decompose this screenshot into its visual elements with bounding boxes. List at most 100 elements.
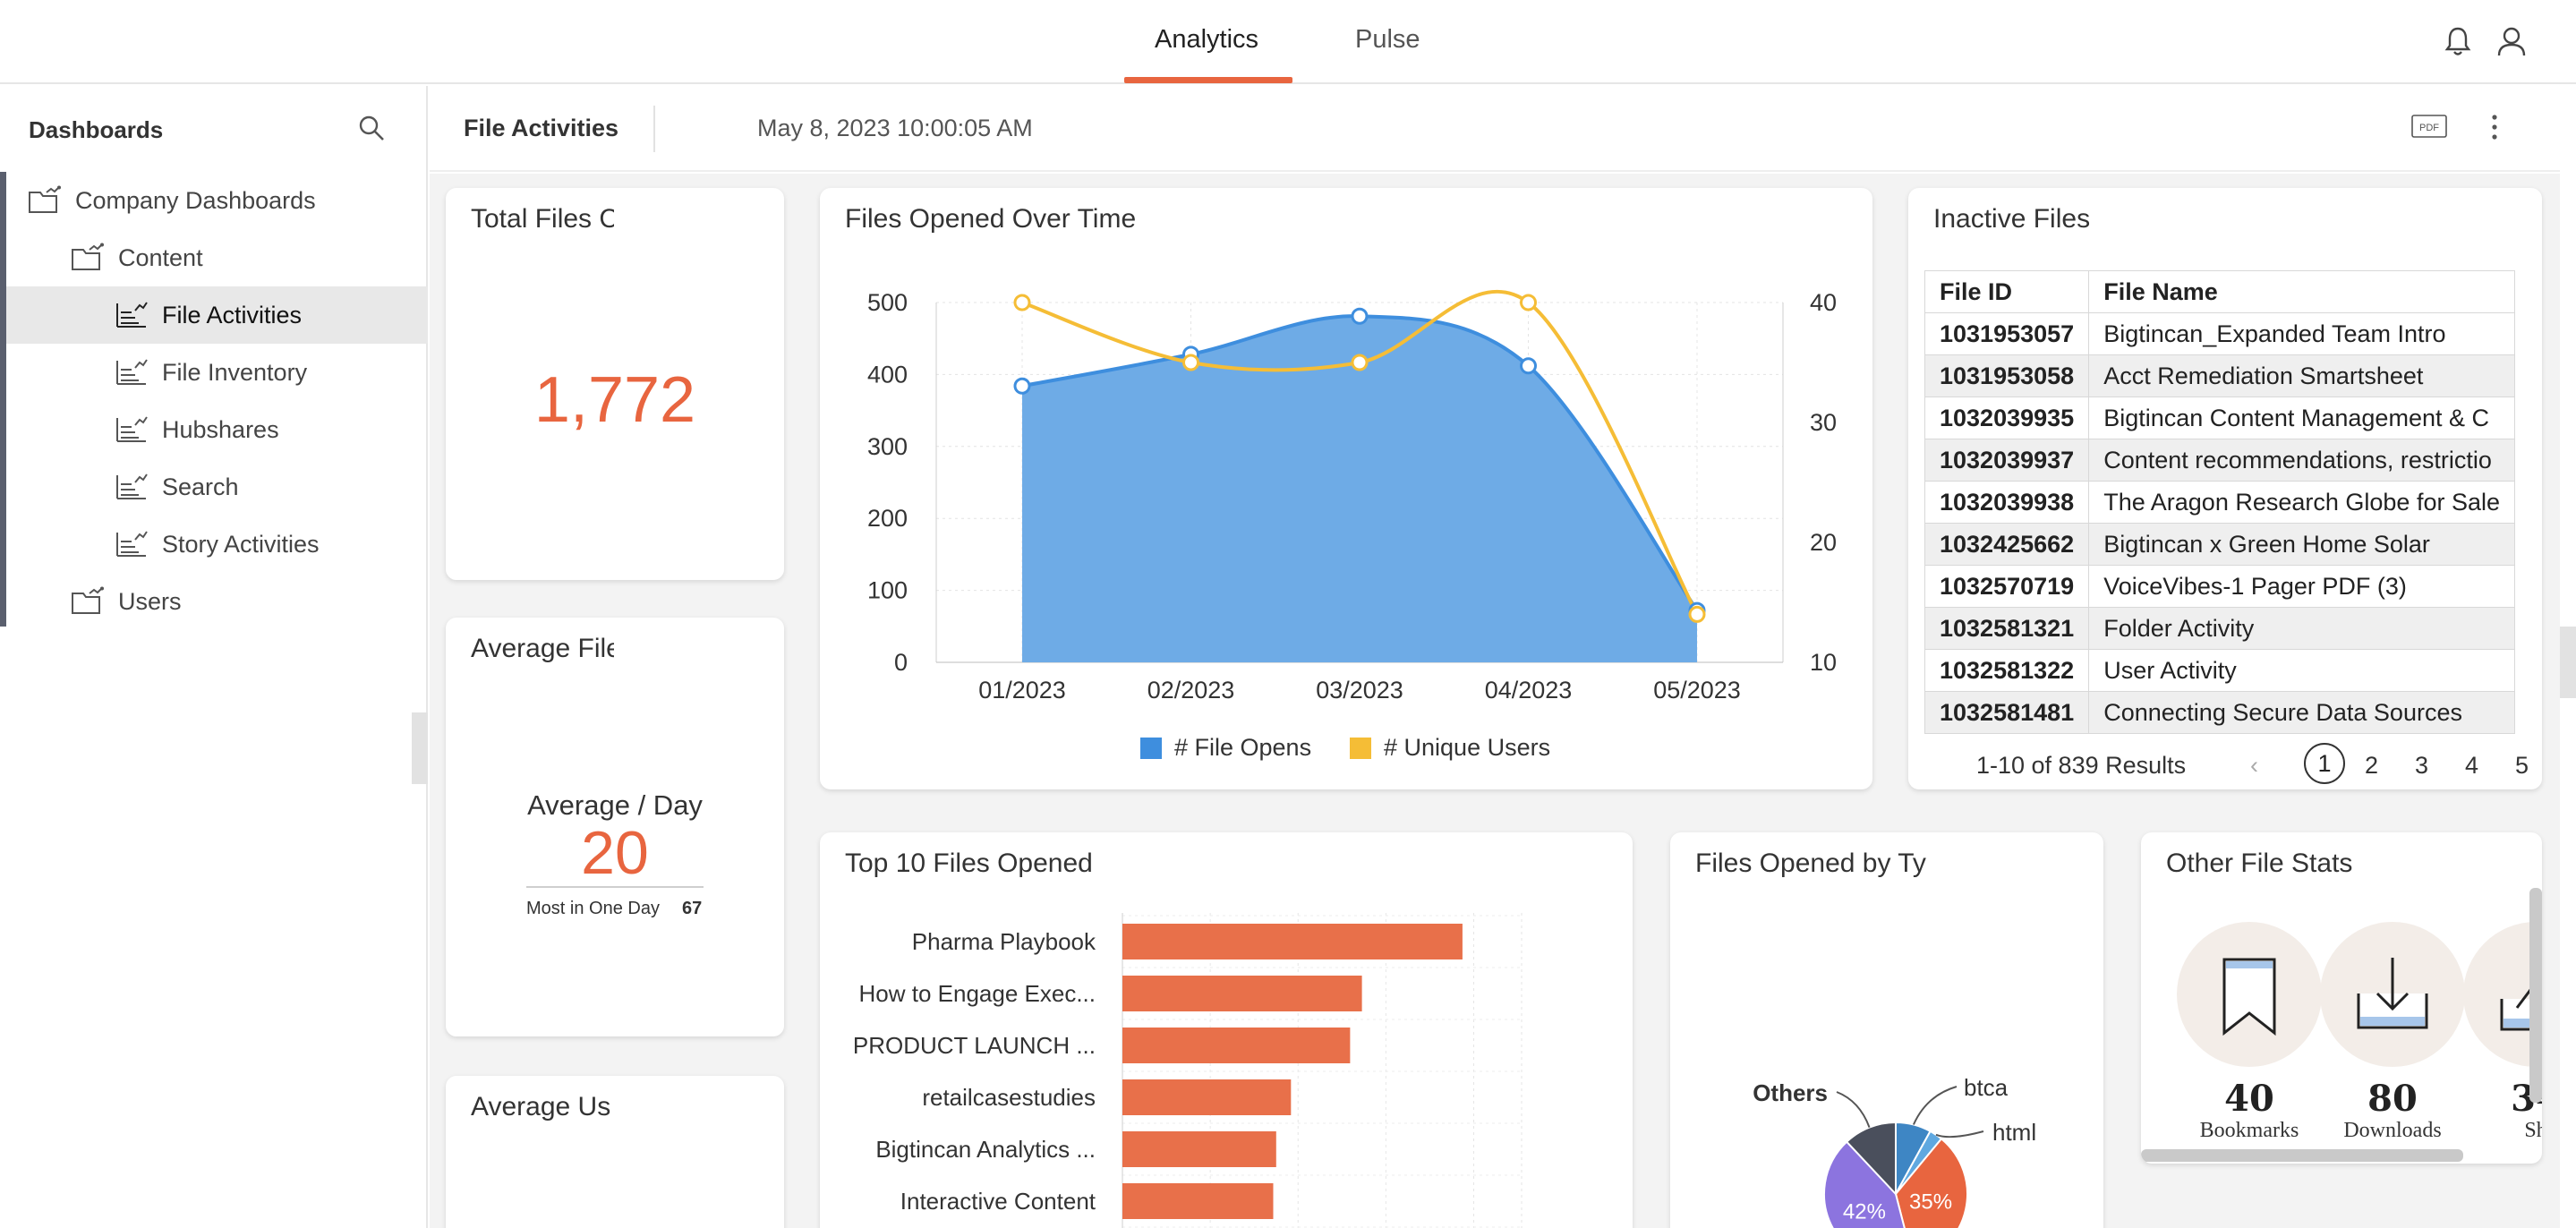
active-tab-indicator [1124,77,1292,83]
file-id-cell: 1032581481 [1923,691,2090,734]
average-files-card[interactable]: Average File Average / Day 20 Most in On… [446,618,784,1036]
pie-percent-label: 35% [1909,1190,1952,1215]
vertical-scrollbar[interactable] [2529,888,2542,1103]
total-files-value: 1,772 [533,364,696,436]
file-name-cell: The Aragon Research Globe for Sale [2088,481,2515,524]
sidebar-item-label: File Inventory [162,358,308,386]
more-options-icon[interactable] [2488,111,2501,143]
bar-category-label: How to Engage Exec... [859,980,1096,1007]
folder-chart-icon [72,243,104,270]
file-name-cell: Content recommendations, restrictio [2088,439,2515,482]
table-row[interactable]: 1032039938 The Aragon Research Globe for … [1923,481,2515,524]
other-file-stats-card[interactable]: Other File Stats 40 Bookmarks 80 [2141,832,2542,1164]
bar [1122,1028,1351,1063]
bookmarks-label: Bookmarks [2199,1119,2299,1142]
column-header-file-name[interactable]: File Name [2088,270,2515,313]
pie-leader-line [1912,1086,1958,1125]
sidebar-item-label: Content [118,243,203,271]
unique-users-point [1688,605,1706,623]
page-1-button[interactable]: 1 [2304,743,2345,784]
card-title: Other File Stats [2166,849,2353,878]
results-count: 1-10 of 839 Results [1976,752,2187,779]
inactive-files-card[interactable]: Inactive Files File ID File Name 1031953… [1908,188,2542,789]
sidebar-item-story-activities[interactable]: Story Activities [114,516,421,573]
x-tick-label: 02/2023 [1147,677,1235,704]
pie-leader-line [1836,1091,1871,1128]
legend-label-unique-users: # Unique Users [1384,734,1550,761]
sidebar: Dashboards Company Dashboards Content F [0,86,428,1228]
search-icon[interactable] [356,113,387,143]
card-title: Inactive Files [1933,204,2091,234]
unique-users-point [1351,354,1369,371]
sidebar-item-label: Company Dashboards [75,186,316,214]
file-name-cell: VoiceVibes-1 Pager PDF (3) [2088,565,2515,608]
page-5-button[interactable]: 5 [2515,752,2529,779]
user-icon[interactable] [2494,23,2529,59]
bar-category-label: Pharma Playbook [912,928,1096,955]
column-header-file-id[interactable]: File ID [1923,270,2090,313]
files-by-type-card[interactable]: Files Opened by Ty 35% 42% btca html Others [1670,832,2103,1228]
downloads-stat-circle [2320,922,2465,1067]
bar [1122,1131,1276,1167]
table-row[interactable]: 1032425662 Bigtincan x Green Home Solar [1923,523,2515,566]
y-right-tick-label: 40 [1810,289,1837,316]
pie-label: html [1992,1119,2036,1146]
x-tick-label: 05/2023 [1653,677,1741,704]
pdf-icon[interactable]: PDF [2411,113,2447,140]
file-id-cell: 1032039935 [1923,397,2090,439]
file-name-cell: Bigtincan Content Management & C [2088,397,2515,439]
table-row[interactable]: 1031953057 Bigtincan_Expanded Team Intro [1923,312,2515,355]
file-id-cell: 1031953057 [1923,312,2090,355]
prev-page-button[interactable]: ‹ [2250,752,2258,779]
table-row[interactable]: 1032039937 Content recommendations, restr… [1923,439,2515,482]
page-2-button[interactable]: 2 [2365,752,2379,779]
unique-users-point [1520,294,1537,311]
pie-percent-label: 42% [1843,1199,1886,1224]
average-subtitle: Average / Day [527,789,703,821]
table-row[interactable]: 1032581321 Folder Activity [1923,607,2515,650]
table-row[interactable]: 1032581481 Connecting Secure Data Sources [1923,691,2515,734]
table-row[interactable]: 1032039935 Bigtincan Content Management &… [1923,397,2515,439]
files-over-time-card[interactable]: Files Opened Over Time 0 100 200 300 400 500 1… [820,188,1872,789]
horizontal-scrollbar[interactable] [2141,1149,2463,1162]
sidebar-item-file-activities[interactable]: File Activities [6,286,428,344]
file-opens-area [1022,316,1697,662]
file-name-cell: Folder Activity [2088,607,2515,650]
y-left-tick-label: 200 [867,505,908,532]
y-right-tick-label: 20 [1810,529,1837,556]
file-name-cell: Bigtincan_Expanded Team Intro [2088,312,2515,355]
right-panel-handle[interactable] [2560,627,2576,698]
file-id-cell: 1032581322 [1923,649,2090,692]
sidebar-item-company-dashboards[interactable]: Company Dashboards [27,172,421,229]
y-left-tick-label: 500 [867,289,908,316]
average-value: 20 [581,819,649,887]
sidebar-item-file-inventory[interactable]: File Inventory [114,344,421,401]
page-3-button[interactable]: 3 [2415,752,2429,779]
unique-users-line [1021,289,1699,616]
pie-label: Others [1753,1079,1828,1106]
file-id-cell: 1032039937 [1923,439,2090,482]
report-icon [116,531,148,557]
y-left-tick-label: 400 [867,361,908,388]
table-row[interactable]: 1032581322 User Activity [1923,649,2515,692]
total-files-card[interactable]: Total Files C 1,772 [446,188,784,580]
sidebar-item-users[interactable]: Users [70,573,421,630]
x-tick-label: 04/2023 [1485,677,1573,704]
bar-category-label: retailcasestudies [922,1084,1096,1111]
tab-analytics[interactable]: Analytics [1155,25,1259,54]
sidebar-item-search[interactable]: Search [114,458,421,516]
dashboard-title: File Activities [464,115,619,141]
top-files-card[interactable]: Top 10 Files Opened Pharma Playbook How t… [820,832,1633,1228]
sidebar-item-hubshares[interactable]: Hubshares [114,401,421,458]
sidebar-collapse-handle[interactable] [412,712,428,784]
table-row[interactable]: 1032570719 VoiceVibes-1 Pager PDF (3) [1923,565,2515,608]
file-id-cell: 1032425662 [1923,523,2090,566]
page-4-button[interactable]: 4 [2465,752,2479,779]
sidebar-item-content[interactable]: Content [70,229,421,286]
legend-swatch-unique-users [1350,738,1371,759]
bell-icon[interactable] [2440,23,2476,59]
average-users-card[interactable]: Average Us [446,1076,784,1228]
table-row[interactable]: 1031953058 Acct Remediation Smartsheet [1923,354,2515,397]
pie-slice [1845,1121,1897,1197]
tab-pulse[interactable]: Pulse [1355,25,1420,54]
